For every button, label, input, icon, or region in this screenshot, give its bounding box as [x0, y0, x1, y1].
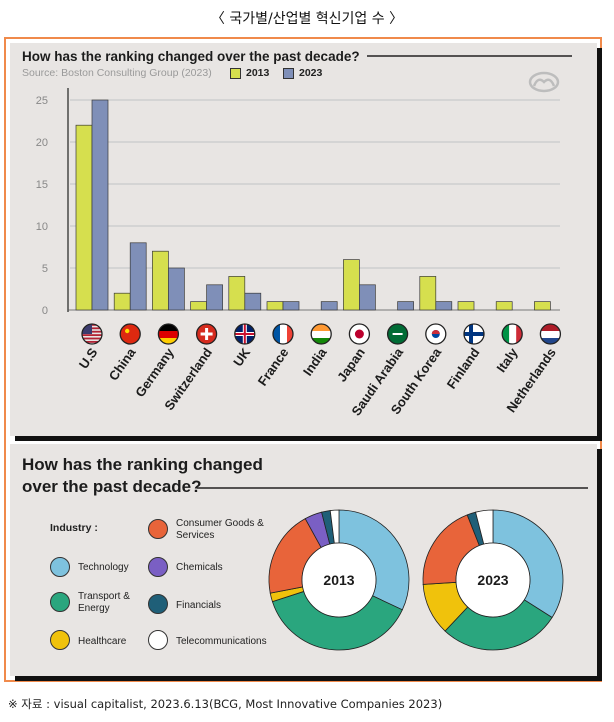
healthcare-icon	[50, 630, 70, 650]
telecommunications-icon	[148, 630, 168, 650]
bar-2023-0	[91, 99, 109, 311]
legend-label-2023: 2023	[299, 67, 323, 79]
bar-2013-12	[534, 301, 551, 311]
flag-icon-10	[463, 323, 485, 345]
legend-swatch-2023	[283, 68, 294, 79]
flag-icon-9	[425, 323, 447, 345]
y-tick-label: 20	[36, 137, 48, 149]
bar-2023-1	[129, 242, 147, 311]
bar-2013-10	[457, 301, 475, 311]
legend-label-2013: 2013	[246, 67, 270, 79]
donut-hole-2013	[301, 542, 377, 618]
bar-2013-11	[495, 301, 513, 311]
bar-2013-9	[419, 276, 437, 311]
bar-2023-9	[435, 301, 453, 311]
logo-icon	[528, 71, 560, 93]
y-tick-label: 10	[36, 221, 48, 233]
page-title: 〈 국가별/산업별 혁신기업 수 〉	[210, 11, 404, 27]
legend-transport-energy: Transport & Energy	[78, 591, 130, 614]
flag-icon-1	[119, 323, 141, 345]
legend-swatch-2013	[230, 68, 241, 79]
donut-chart-title: How has the ranking changed over the pas…	[22, 455, 263, 496]
bar-chart-title: How has the ranking changed over the pas…	[22, 49, 360, 64]
y-tick-label: 0	[42, 305, 48, 317]
chemicals-icon	[148, 557, 168, 577]
bar-2023-4	[244, 292, 262, 311]
donut-label-2013: 2013	[323, 572, 354, 588]
flag-icon-5	[272, 323, 294, 345]
flag-icon-7	[348, 323, 371, 345]
legend-chemicals: Chemicals	[176, 562, 223, 573]
footnote: ※ 자료 : visual capitalist, 2023.6.13(BCG,…	[8, 697, 443, 711]
bar-chart-source: Source: Boston Consulting Group (2023)	[22, 67, 212, 79]
consumer-goods-icon	[148, 519, 168, 539]
bar-2023-8	[397, 301, 414, 311]
flag-icon-12	[539, 323, 562, 345]
legend-consumer-goods: Consumer Goods & Services	[176, 518, 264, 541]
flag-icon-3	[195, 323, 218, 345]
bar-2023-3	[206, 284, 223, 311]
y-tick-label: 5	[42, 263, 48, 275]
industry-legend-title: Industry :	[50, 522, 98, 534]
flag-icon-2	[157, 323, 180, 345]
bar-2023-2	[168, 267, 185, 311]
bar-2023-7	[359, 284, 376, 311]
flag-icon-8	[386, 323, 409, 345]
legend-financials: Financials	[176, 600, 222, 611]
flag-icon-11	[501, 323, 523, 345]
financials-icon	[148, 594, 168, 614]
transport-energy-icon	[50, 592, 70, 612]
legend-healthcare: Healthcare	[78, 636, 127, 647]
technology-icon	[50, 557, 70, 577]
donut-label-2023: 2023	[477, 572, 508, 588]
y-tick-label: 15	[36, 179, 48, 191]
legend-technology: Technology	[78, 562, 129, 573]
bar-2023-6	[320, 301, 338, 311]
flag-icon-4	[234, 323, 256, 345]
bar-2023-5	[282, 301, 300, 311]
donut-hole-2023	[455, 542, 531, 618]
y-tick-label: 25	[36, 95, 48, 107]
legend-telecommunications: Telecommunications	[176, 636, 267, 647]
flag-icon-0	[81, 323, 103, 345]
flag-icon-6	[310, 323, 332, 345]
